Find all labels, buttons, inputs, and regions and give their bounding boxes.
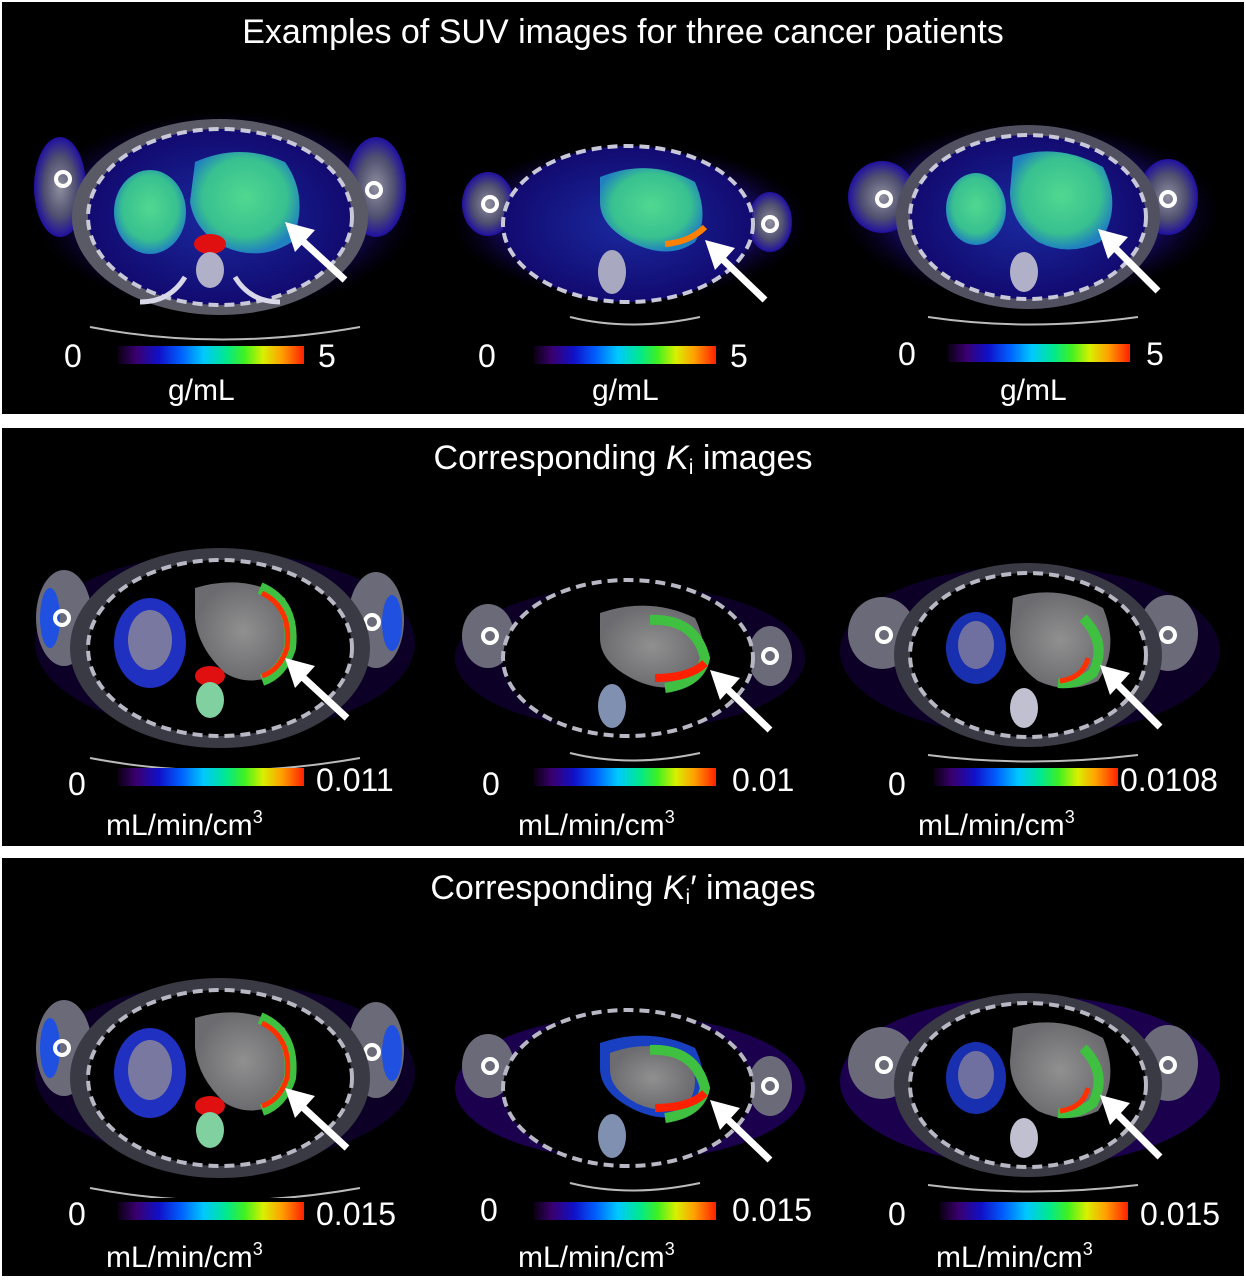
- arrow-icon: [705, 240, 768, 303]
- colorbar-unit: g/mL: [592, 374, 659, 407]
- colorbar-gradient: [948, 344, 1130, 362]
- colorbar-unit: mL/min/cm3: [518, 1239, 675, 1274]
- colorbar-min: 0: [68, 766, 86, 802]
- panel-title: Corresponding Ki images: [433, 439, 813, 479]
- colorbar-unit: mL/min/cm3: [106, 1239, 263, 1274]
- suv-scan-patient-3: [838, 117, 1223, 327]
- colorbar-gradient: [940, 1202, 1128, 1220]
- colorbar-max: 5: [730, 338, 748, 374]
- arrow-icon: [1098, 229, 1161, 294]
- colorbar-min: 0: [888, 766, 906, 802]
- arrow-icon: [285, 658, 350, 721]
- colorbar-min: 0: [898, 336, 916, 372]
- colorbar-min: 0: [478, 338, 496, 374]
- colorbar-gradient: [534, 768, 716, 786]
- colorbar-min: 0: [480, 1192, 498, 1228]
- colorbar-min: 0: [482, 766, 500, 802]
- colorbar-gradient: [118, 1202, 304, 1220]
- colorbar-max: 5: [1146, 336, 1164, 372]
- colorbar-min: 0: [64, 338, 82, 374]
- colorbar-unit: mL/min/cm3: [936, 1239, 1093, 1274]
- colorbar-gradient: [118, 346, 304, 364]
- arrow-icon: [1100, 665, 1163, 730]
- ki-scan-patient-1: [30, 548, 420, 768]
- colorbar-min: 0: [68, 1196, 86, 1232]
- ki-prime-scan-patient-1: [30, 978, 420, 1198]
- suv-scan-patient-1: [30, 102, 420, 342]
- colorbar-max: 5: [318, 338, 336, 374]
- colorbar-max: 0.015: [316, 1196, 397, 1232]
- colorbar-max: 0.01: [732, 762, 795, 798]
- suv-panel: Examples of SUV images for three cancer …: [2, 2, 1244, 414]
- colorbar-max: 0.015: [1140, 1196, 1221, 1232]
- suv-scan-patient-2: [450, 132, 810, 332]
- colorbar-max: 0.0108: [1120, 762, 1218, 798]
- colorbar-unit: g/mL: [1000, 374, 1067, 407]
- arrow-icon: [710, 670, 773, 733]
- colorbar-max: 0.011: [316, 762, 394, 798]
- colorbar-unit: mL/min/cm3: [106, 807, 263, 842]
- colorbar-unit: mL/min/cm3: [518, 807, 675, 842]
- colorbar-unit: mL/min/cm3: [918, 807, 1075, 842]
- colorbar-min: 0: [888, 1196, 906, 1232]
- colorbar-max: 0.015: [732, 1192, 813, 1228]
- ki-prime-scan-patient-2: [450, 1008, 810, 1198]
- colorbar-gradient: [534, 346, 716, 364]
- ki-prime-panel: Corresponding Ki′ images: [2, 858, 1244, 1276]
- ki-panel: Corresponding Ki images 0: [2, 428, 1244, 846]
- panel-title: Corresponding Ki′ images: [430, 869, 816, 909]
- colorbar-unit: g/mL: [168, 374, 235, 407]
- colorbar-gradient: [118, 768, 304, 786]
- colorbar-gradient: [534, 1202, 716, 1220]
- arrow-icon: [285, 222, 348, 283]
- ki-scan-patient-3: [838, 563, 1223, 763]
- arrow-icon: [1100, 1095, 1163, 1160]
- arrow-icon: [710, 1100, 773, 1163]
- panel-title: Examples of SUV images for three cancer …: [242, 13, 1004, 51]
- arrow-icon: [285, 1088, 350, 1151]
- colorbar-gradient: [934, 768, 1118, 786]
- ki-scan-patient-2: [450, 578, 810, 768]
- ki-prime-scan-patient-3: [838, 993, 1223, 1193]
